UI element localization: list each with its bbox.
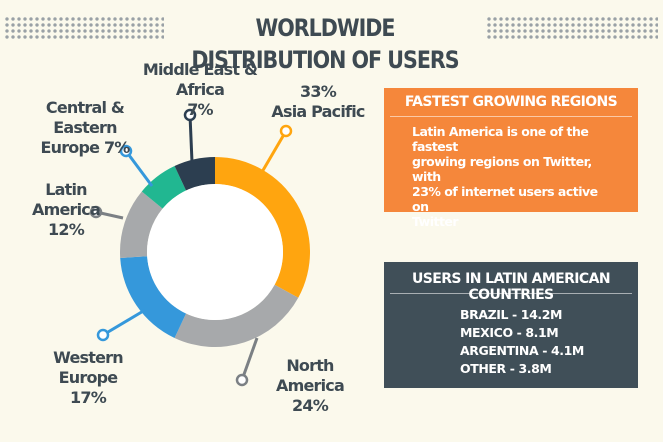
leader-marker-middle-east-africa — [183, 108, 197, 122]
label-latin-america: Latin America 12% — [12, 180, 120, 240]
leader-lines — [89, 108, 293, 387]
country-item: BRAZIL - 14.2M — [460, 307, 563, 322]
country-item: ARGENTINA - 4.1M — [460, 343, 584, 358]
title-dots-left — [4, 16, 164, 40]
leader-marker-asia-pacific — [279, 124, 293, 138]
leader-marker-western-europe — [96, 328, 110, 342]
donut-hole — [147, 184, 283, 320]
label-line: North America — [276, 356, 345, 395]
title-dots-right — [486, 16, 658, 40]
panel-divider — [390, 116, 632, 117]
leader-line-north-america — [240, 337, 259, 381]
leader-line-asia-pacific — [260, 130, 288, 173]
leader-line-middle-east-africa — [188, 114, 194, 163]
label-north-america: North America 24% — [254, 356, 366, 416]
leader-line-central-eastern-europe — [124, 150, 154, 187]
text-line: 23% of internet users active on — [412, 184, 598, 214]
label-line: Western Europe — [53, 348, 123, 387]
text-line: Latin America is one of the fastest — [412, 124, 589, 154]
title-row: WORLDWIDE DISTRIBUTION OF USERS — [0, 8, 663, 74]
country-item: MEXICO - 8.1M — [460, 325, 559, 340]
label-line: 24% — [292, 396, 329, 415]
donut-slice-western-europe — [120, 256, 187, 338]
donut-slices — [120, 157, 311, 348]
donut-slice-latin-america — [120, 191, 163, 258]
label-line: Asia Pacific — [271, 102, 365, 121]
label-central-eastern-europe: Central & Eastern Europe 7% — [20, 98, 150, 158]
country-item: OTHER - 3.8M — [460, 361, 552, 376]
latin-america-users-panel: USERS IN LATIN AMERICAN COUNTRIES BRAZIL… — [384, 262, 638, 388]
leader-marker-central-eastern-europe — [119, 144, 133, 158]
label-western-europe: Western Europe 17% — [26, 348, 150, 408]
donut-slice-north-america — [174, 284, 299, 348]
fastest-growing-text: Latin America is one of the fastest grow… — [412, 124, 608, 229]
donut-slice-middle-east-africa — [174, 157, 215, 191]
label-line: Latin America — [32, 180, 101, 219]
text-line: growing regions on Twitter, with — [412, 154, 592, 184]
label-line: 33% — [300, 82, 337, 101]
text-line: Twitter — [412, 214, 459, 229]
label-line: 7% — [187, 100, 213, 119]
label-line: 12% — [48, 220, 85, 239]
leader-marker-north-america — [235, 373, 249, 387]
donut-slice-central-eastern-europe — [141, 166, 187, 209]
latin-america-users-heading: USERS IN LATIN AMERICAN COUNTRIES — [412, 271, 611, 303]
label-line: Europe 7% — [40, 138, 130, 157]
fastest-growing-panel: FASTEST GROWING REGIONS Latin America is… — [384, 88, 638, 229]
country-list: BRAZIL - 14.2M MEXICO - 8.1M ARGENTINA -… — [460, 306, 584, 378]
label-line: Middle East & Africa — [142, 60, 258, 99]
label-middle-east-africa: Middle East & Africa 7% — [124, 60, 276, 120]
leader-line-western-europe — [102, 308, 146, 337]
label-asia-pacific: 33% Asia Pacific — [262, 82, 374, 122]
label-line: 17% — [70, 388, 107, 407]
panel-divider — [390, 293, 632, 294]
donut-slice-asia-pacific — [215, 157, 311, 298]
leader-marker-latin-america — [89, 205, 103, 219]
fastest-growing-heading: FASTEST GROWING REGIONS — [404, 94, 618, 110]
page-title: WORLDWIDE DISTRIBUTION OF USERS — [191, 14, 459, 74]
label-line: Central & Eastern — [45, 98, 125, 137]
